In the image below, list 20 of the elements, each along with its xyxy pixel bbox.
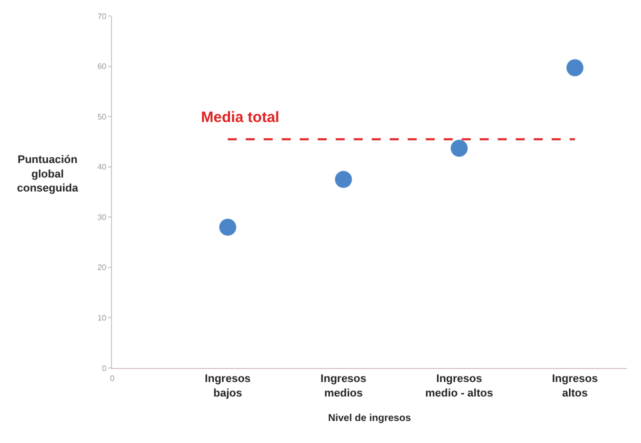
x-axis-title: Nivel de ingresos (328, 413, 412, 424)
x-tick-label: Ingresos medios (320, 373, 366, 400)
point (450, 140, 468, 157)
point (334, 170, 352, 188)
y-tick-label: 50 (97, 112, 107, 122)
x-tick-label: Ingresos medio - altos (425, 373, 494, 400)
text: 0 (110, 374, 115, 383)
ref-line-label: Media total (201, 109, 280, 126)
y-tick-label: 60 (97, 62, 107, 72)
y-tick-label: 30 (97, 212, 107, 222)
point (566, 59, 584, 76)
y-tick-label: 0 (102, 364, 107, 373)
x-tick-label: Ingresos bajos (204, 373, 251, 400)
y-tick-label: 70 (97, 12, 107, 21)
y-tick-label: 40 (97, 162, 107, 172)
x-tick-label: Ingresos altos (552, 373, 598, 400)
y-tick-label: 20 (97, 263, 107, 272)
point (219, 218, 236, 236)
y-tick-label: 10 (97, 314, 107, 323)
y-axis-title: Puntuación global conseguida (17, 154, 80, 195)
